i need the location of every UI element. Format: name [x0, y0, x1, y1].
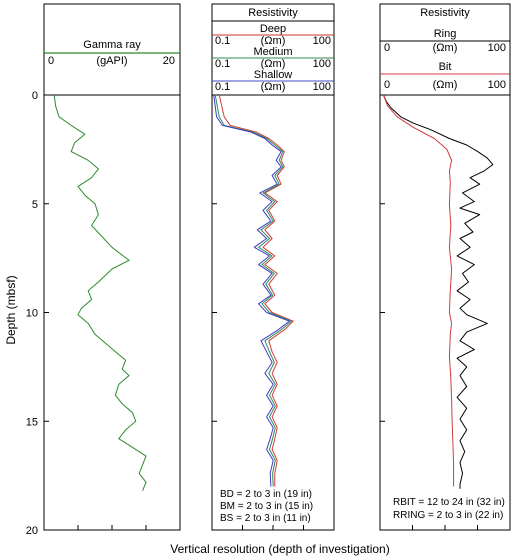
y-tick-label-2: 10	[26, 308, 38, 320]
note-bs: BS = 2 to 3 in (11 in)	[220, 513, 311, 524]
ring-scale-min: 0	[384, 42, 390, 54]
bit-label: Bit	[439, 61, 452, 73]
medium-unit: (Ωm)	[261, 58, 286, 70]
shallow-unit: (Ωm)	[261, 81, 286, 93]
series-ring-line	[382, 94, 494, 489]
y-axis-ticks: 0 5 10 15 20	[26, 90, 385, 537]
footer-caption: Vertical resolution (depth of investigat…	[170, 542, 389, 556]
ring-bit-title: Resistivity	[420, 7, 470, 19]
series-bit-line	[382, 94, 455, 487]
y-axis-label: Depth (mbsf)	[4, 275, 18, 344]
shallow-scale-min: 0.1	[215, 81, 230, 93]
bit-unit: (Ωm)	[433, 79, 458, 91]
x-axis-ticks	[77, 525, 478, 530]
note-rbit: RBIT = 12 to 24 in (32 in)	[393, 497, 505, 508]
series-gamma-ray-line	[53, 94, 147, 491]
resistivity-title: Resistivity	[248, 7, 298, 19]
bit-scale-max: 100	[488, 79, 506, 91]
shallow-label: Shallow	[254, 69, 293, 81]
shallow-scale-max: 100	[313, 81, 331, 93]
medium-scale-max: 100	[313, 58, 331, 70]
deep-label: Deep	[260, 23, 286, 35]
y-tick-label-3: 15	[26, 416, 38, 428]
gamma-panel-frame	[43, 3, 181, 531]
deep-unit: (Ωm)	[261, 35, 286, 47]
medium-scale-min: 0.1	[215, 58, 230, 70]
note-bm: BM = 2 to 3 in (15 in)	[220, 501, 313, 512]
ring-scale-max: 100	[488, 42, 506, 54]
gamma-unit: (gAPI)	[96, 55, 127, 67]
note-rring: RRING = 2 to 3 in (22 in)	[393, 510, 503, 521]
series-deep-line	[218, 94, 294, 487]
series-shallow-line	[213, 94, 290, 487]
gamma-scale-min: 0	[48, 55, 54, 67]
y-tick-label-0: 0	[32, 90, 38, 102]
gamma-title: Gamma ray	[83, 39, 141, 51]
ring-unit: (Ωm)	[433, 42, 458, 54]
note-bd: BD = 2 to 3 in (19 in)	[220, 489, 312, 500]
y-tick-label-4: 20	[26, 525, 38, 537]
bit-scale-min: 0	[384, 79, 390, 91]
deep-scale-max: 100	[313, 35, 331, 47]
gamma-scale-max: 20	[163, 55, 175, 67]
series-layer	[53, 94, 494, 491]
series-medium-line	[214, 94, 292, 487]
deep-scale-min: 0.1	[215, 35, 230, 47]
y-tick-label-1: 5	[32, 199, 38, 211]
medium-label: Medium	[253, 46, 292, 58]
ring-label: Ring	[434, 28, 457, 40]
